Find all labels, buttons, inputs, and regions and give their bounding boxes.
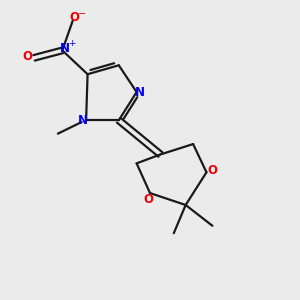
Text: O: O [143,193,154,206]
Text: +: + [68,39,76,48]
Text: O: O [207,164,218,177]
Text: −: − [78,9,86,19]
Text: N: N [78,114,88,127]
Text: O: O [69,11,79,24]
Text: N: N [60,42,70,56]
Text: N: N [135,85,145,98]
Text: O: O [22,50,32,63]
